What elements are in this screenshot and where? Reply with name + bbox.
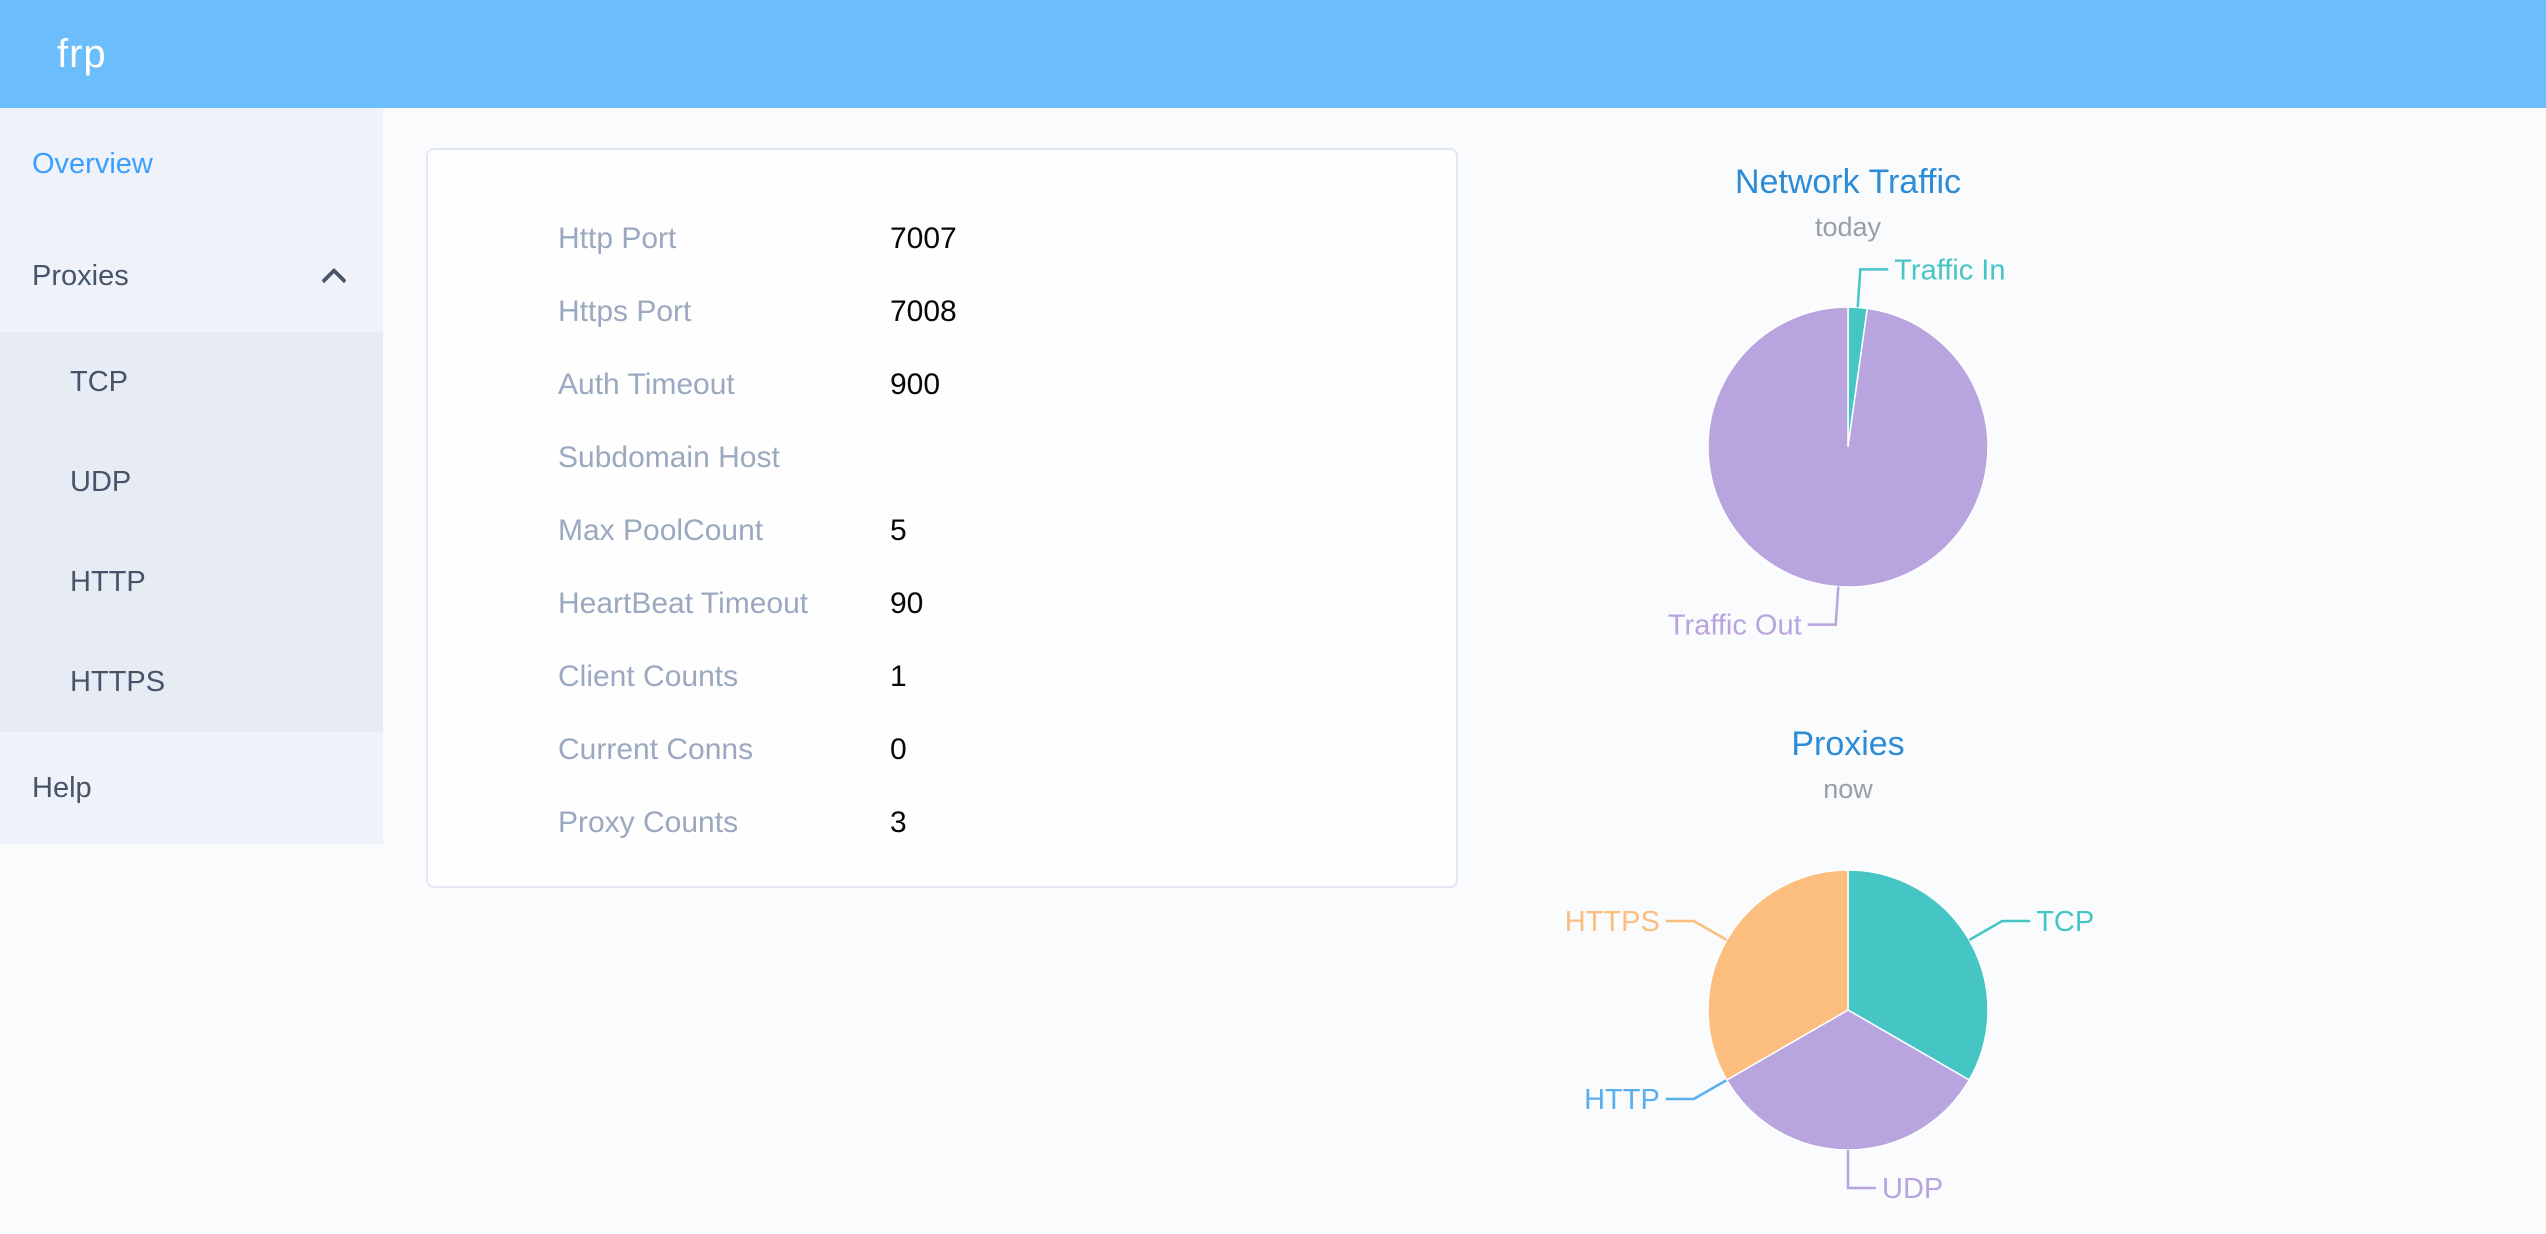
info-row: HeartBeat Timeout 90 [428,567,1456,640]
info-label: Auth Timeout [558,367,735,401]
chart-title: Network Traffic [1734,163,1962,201]
info-value: 3 [890,805,907,839]
info-label: HeartBeat Timeout [558,586,809,620]
sidebar-item-udp[interactable]: UDP [0,432,383,532]
pie-slice-traffic-out [1707,306,1989,588]
sidebar-item-label: UDP [70,465,132,498]
chart-title: Proxies [1791,725,1905,763]
pie-slice-label: TCP [2036,906,2094,938]
sidebar-item-label: Overview [32,147,153,180]
info-value: 900 [890,367,941,401]
sidebar-item-label: Proxies [32,259,129,292]
app-header: frp [0,0,2546,108]
sidebar-item-label: TCP [70,365,128,398]
sidebar-item-overview[interactable]: Overview [0,108,383,220]
pie-label-line [1665,919,1728,942]
info-label: Current Conns [558,732,754,766]
pie-label-line [1846,1150,1876,1190]
pie-slice-label: Traffic Out [1668,610,1802,642]
info-value: 1 [890,659,907,693]
chevron-up-icon [321,267,347,294]
sidebar-item-proxies[interactable]: Proxies [0,220,383,332]
proxies-submenu: TCP UDP HTTP HTTPS [0,332,383,732]
info-label: Https Port [558,294,692,328]
server-info-card: Http Port 7007 Https Port 7008 Auth Timeout 9… [426,148,1458,888]
info-row: Client Counts 1 [428,640,1456,713]
info-row: Auth Timeout 900 [428,348,1456,421]
info-label: Proxy Counts [558,805,739,839]
proxies-pie-chart: TCP UDP HTTP HTTPS [1565,869,2094,1205]
pie-slice-label: HTTPS [1565,906,1660,938]
info-value: 7007 [890,221,957,255]
sidebar: Overview Proxies TCP UDP HTTP HTTPS Help [0,108,383,1234]
info-label: Http Port [558,221,677,255]
pie-label-line [1665,1078,1728,1101]
info-value: 7008 [890,294,957,328]
sidebar-item-label: HTTP [70,565,146,598]
network-traffic-pie-chart: Traffic In Traffic Out [1668,254,2006,642]
info-value: 0 [890,732,907,766]
info-label: Subdomain Host [558,440,780,474]
sidebar-item-http[interactable]: HTTP [0,532,383,632]
network-traffic-chart-header: Network Traffic today [1498,160,2198,244]
sidebar-item-tcp[interactable]: TCP [0,332,383,432]
sidebar-item-https[interactable]: HTTPS [0,632,383,732]
info-value: 90 [890,586,924,620]
chart-subtitle: today [1814,212,1882,242]
info-row: Max PoolCount 5 [428,494,1456,567]
info-row: Http Port 7007 [428,202,1456,275]
pie-label-line [1807,586,1840,626]
info-label: Max PoolCount [558,513,764,547]
info-row: Https Port 7008 [428,275,1456,348]
pie-label-line [1968,919,2031,942]
info-value: 5 [890,513,907,547]
pie-slice-label: UDP [1882,1173,1943,1205]
pie-slice-udp [1725,1009,1971,1151]
sidebar-item-label: Help [32,771,92,804]
chart-subtitle: now [1823,774,1873,804]
pie-label-line [1856,268,1889,308]
pie-slice-label: Traffic In [1894,254,2005,286]
info-row: Current Conns 0 [428,713,1456,786]
proxies-chart-header: Proxies now [1498,722,2198,806]
info-label: Client Counts [558,659,739,693]
sidebar-item-label: HTTPS [70,665,166,698]
sidebar-item-help[interactable]: Help [0,732,383,844]
info-row: Subdomain Host [428,421,1456,494]
pie-slice-label: HTTP [1584,1084,1660,1116]
info-row: Proxy Counts 3 [428,786,1456,859]
app-logo: frp [57,31,107,76]
